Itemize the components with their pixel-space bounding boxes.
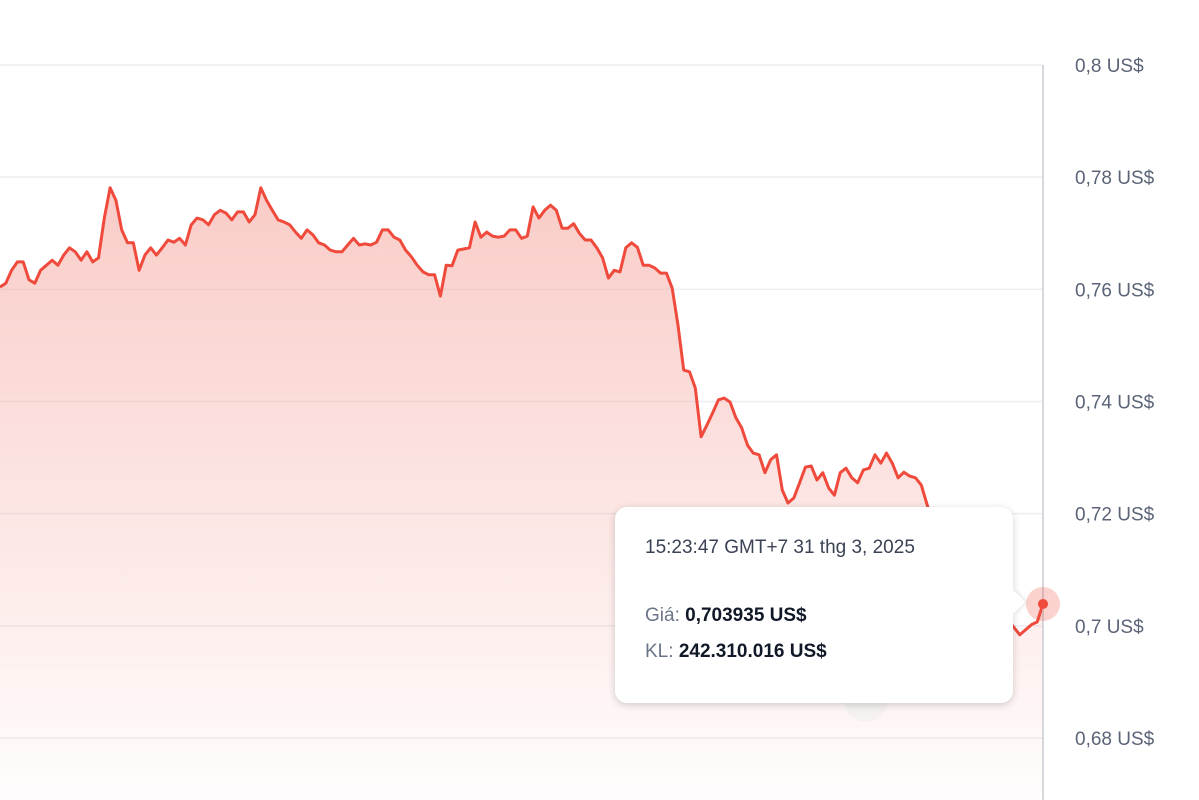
tooltip-time: 15:23:47 GMT+7 31 thg 3, 2025 bbox=[645, 537, 915, 558]
y-tick-label: 0,74 US$ bbox=[1075, 393, 1155, 414]
y-tick-label: 0,72 US$ bbox=[1075, 505, 1155, 526]
tooltip-volume-label: KL: bbox=[645, 641, 674, 662]
price-area-fill bbox=[0, 187, 1043, 800]
tooltip-price-label: Giá: bbox=[645, 605, 680, 626]
tooltip-price-row: Giá: 0,703935 US$ bbox=[645, 605, 1013, 627]
chart-tooltip: 15:23:47 GMT+7 31 thg 3, 2025 Giá: 0,703… bbox=[615, 507, 1026, 703]
tooltip-volume-value: 242.310.016 US$ bbox=[678, 641, 827, 662]
tooltip-price-value: 0,703935 US$ bbox=[685, 605, 807, 626]
hover-point bbox=[1038, 598, 1048, 609]
y-tick-label: 0,78 US$ bbox=[1075, 168, 1155, 189]
y-tick-label: 0,8 US$ bbox=[1075, 56, 1144, 77]
tooltip-volume-row: KL: 242.310.016 US$ bbox=[645, 641, 1013, 663]
y-tick-label: 0,7 US$ bbox=[1075, 617, 1144, 638]
price-line bbox=[0, 186, 1045, 637]
y-tick-label: 0,76 US$ bbox=[1075, 280, 1155, 301]
y-tick-label: 0,68 US$ bbox=[1075, 729, 1155, 750]
y-axis: 0,8 US$ 0,78 US$ 0,76 US$ 0,74 US$ 0,72 US$ 0… bbox=[1075, 56, 1155, 750]
